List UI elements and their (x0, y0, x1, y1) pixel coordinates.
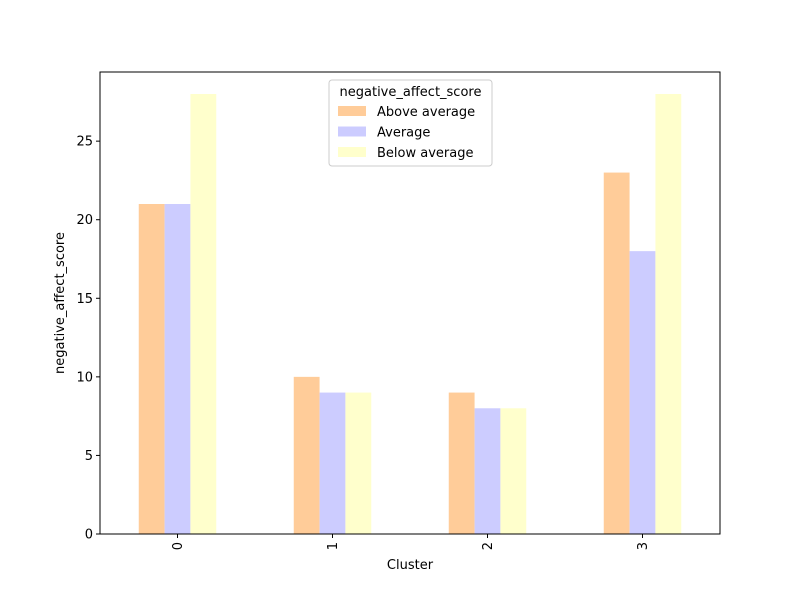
bar-average-0 (164, 204, 191, 534)
bar-below-average-2 (500, 408, 527, 534)
bar-above-average-2 (448, 392, 475, 534)
x-tick-label: 0 (171, 542, 186, 550)
y-tick-label: 5 (85, 449, 93, 464)
y-tick-label: 10 (76, 370, 93, 385)
bar-above-average-3 (603, 172, 630, 534)
x-tick-label: 1 (326, 542, 341, 550)
legend-title: negative_affect_score (340, 85, 482, 100)
bar-average-2 (474, 408, 501, 534)
legend: negative_affect_score Above average Averag… (328, 79, 493, 167)
bars-group (138, 94, 682, 534)
legend-box (328, 79, 493, 167)
y-axis-label: negative_affect_score (53, 232, 68, 374)
y-tick-label: 0 (85, 528, 93, 543)
plot-frame (99, 71, 721, 535)
y-tick-label: 25 (76, 135, 93, 150)
x-tick-label: 3 (636, 542, 651, 550)
bar-above-average-0 (138, 204, 165, 534)
legend-entry-label: Below average (377, 146, 473, 161)
bar-below-average-3 (655, 94, 682, 534)
bar-above-average-1 (293, 376, 320, 534)
bar-below-average-0 (190, 94, 217, 534)
legend-swatch (338, 126, 366, 137)
y-tick-label: 15 (76, 292, 93, 307)
x-tick-label: 2 (481, 542, 496, 550)
x-axis-label: Cluster (387, 558, 434, 573)
bar-average-1 (319, 392, 346, 534)
axes-group: 0 5 10 15 20 25 0 1 2 3 (76, 71, 721, 550)
bar-below-average-1 (345, 392, 372, 534)
legend-swatch (338, 147, 366, 157)
bar-average-3 (629, 251, 656, 534)
legend-entry-label: Average (377, 126, 430, 141)
y-tick-label: 20 (76, 213, 93, 228)
legend-entry-label: Above average (377, 105, 475, 120)
legend-swatch (338, 106, 366, 116)
